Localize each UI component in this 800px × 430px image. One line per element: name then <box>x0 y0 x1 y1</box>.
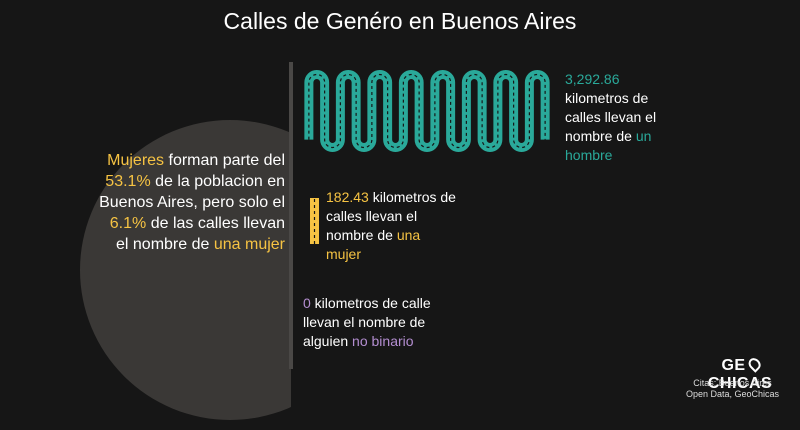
nonbinary-km-value: 0 <box>303 295 311 311</box>
women-streets-road-icon <box>310 198 319 244</box>
population-percent: 53.1% <box>105 173 151 190</box>
men-streets-road-icon <box>304 70 550 152</box>
women-km-value: 182.43 <box>326 189 369 205</box>
statement-part: forman parte del <box>164 152 285 169</box>
credits-line: Citas: Buenos Aires <box>693 378 772 388</box>
road-centerline <box>308 73 546 149</box>
road-path <box>304 70 550 152</box>
credits-line: Open Data, GeoChicas <box>685 389 780 399</box>
divider-line <box>289 62 293 369</box>
men-streets-label: 3,292.86 kilometros de calles llevan el … <box>565 70 685 165</box>
una-mujer-highlight: una mujer <box>213 236 285 253</box>
men-label-text: kilometros de calles llevan el nombre de <box>565 90 657 144</box>
women-label-text: kilometros de calles llevan el nombre de <box>326 189 456 243</box>
population-statement: Mujeres forman parte del 53.1% de la pob… <box>95 150 285 255</box>
page-title: Calles de Genéro en Buenos Aires <box>223 8 577 34</box>
nonbinary-streets-label: 0 kilometros de calle llevan el nombre d… <box>303 294 433 351</box>
streets-percent: 6.1% <box>109 215 147 232</box>
credits: Citas: Buenos Aires Open Data, GeoChicas <box>675 378 790 400</box>
mujeres-highlight: Mujeres <box>107 152 165 169</box>
statement-part: de las calles llevan el nombre de <box>116 215 285 253</box>
un-hombre-highlight: un hombre <box>565 128 652 163</box>
women-streets-label: 182.43 kilometros de calles llevan el no… <box>326 188 456 264</box>
una-mujer-label-highlight: una mujer <box>326 227 421 262</box>
no-binario-highlight: no binario <box>352 333 414 349</box>
statement-part: de la poblacion en Buenos Aires, pero so… <box>99 173 285 211</box>
nonbinary-label-text: kilometros de calle llevan el nombre de … <box>303 295 431 349</box>
men-km-value: 3,292.86 <box>565 71 620 87</box>
map-pin-icon <box>745 355 763 373</box>
geochicas-logo: GECHICAS <box>707 355 773 392</box>
